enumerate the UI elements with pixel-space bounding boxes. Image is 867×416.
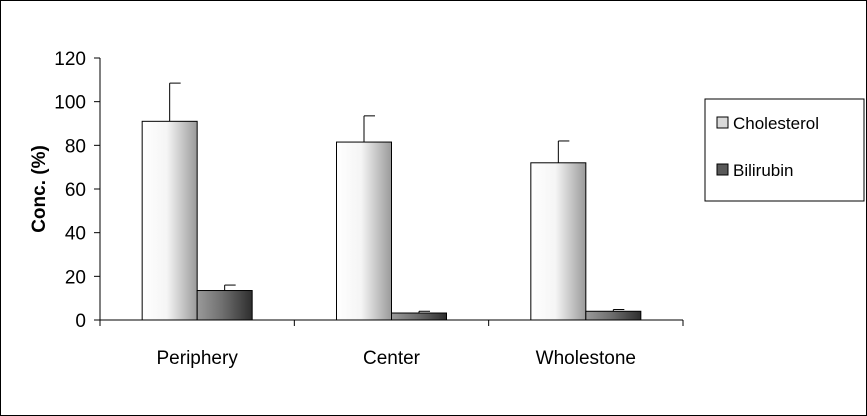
legend-box — [704, 98, 865, 202]
bar-cholesterol-center — [336, 141, 392, 321]
bar-cholesterol-periphery — [141, 120, 198, 321]
legend: Cholesterol Bilirubin — [704, 98, 865, 202]
bar-bilirubin-center — [391, 312, 447, 321]
bar-bilirubin-periphery — [196, 290, 253, 321]
bar-bilirubin-wholestone — [585, 310, 642, 321]
legend-swatch-bilirubin — [716, 163, 729, 176]
x-tick-label: Wholestone — [536, 348, 636, 369]
bar-cholesterol-wholestone — [530, 162, 587, 321]
y-tick-label: 20 — [65, 267, 86, 288]
y-tick-label: 60 — [65, 180, 86, 201]
x-tick-label: Periphery — [157, 348, 239, 369]
legend-label-cholesterol: Cholesterol — [733, 114, 819, 133]
y-tick-label: 120 — [54, 49, 86, 70]
y-tick-label: 100 — [54, 93, 86, 114]
legend-label-bilirubin: Bilirubin — [733, 161, 793, 180]
y-tick-label: 0 — [75, 311, 86, 332]
x-tick-label: Center — [363, 348, 421, 369]
y-tick-label: 80 — [65, 136, 86, 157]
y-axis-title: Conc. (%) — [29, 145, 50, 233]
y-tick-label: 40 — [65, 224, 86, 245]
legend-swatch-cholesterol — [716, 116, 729, 129]
